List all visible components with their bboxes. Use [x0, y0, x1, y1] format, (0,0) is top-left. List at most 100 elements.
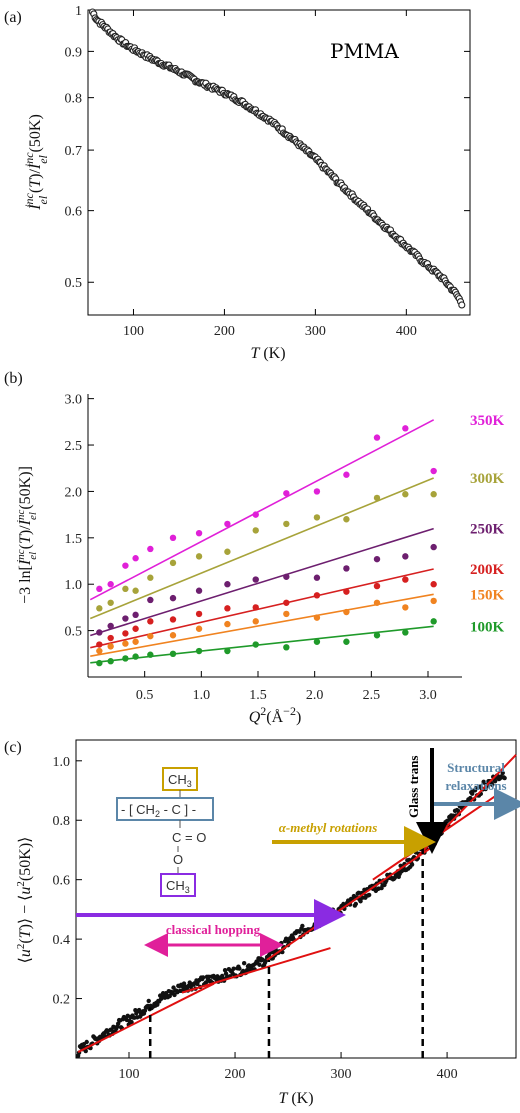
b-point-150K [195, 625, 203, 632]
c-data-point [146, 998, 151, 1004]
b-point-150K [402, 604, 409, 611]
b-point-350K [132, 555, 139, 562]
svg-text:Ielinc(T)/Ielinc(50K): Ielinc(T)/Ielinc(50K) [22, 114, 50, 211]
b-point-100K [147, 651, 154, 658]
b-xtick-label: 2.0 [306, 688, 324, 703]
b-point-250K [195, 587, 203, 594]
c-data-point [115, 1021, 121, 1026]
classical-hopping-label: classical hopping [166, 922, 261, 937]
b-series-label-200K: 200K [470, 562, 505, 578]
c-data-point [500, 770, 505, 776]
c-ytick-label: 0.2 [53, 993, 71, 1008]
c-data-point [84, 1039, 89, 1045]
svg-text:⟨u2(T)⟩ − ⟨u2(50K)⟩: ⟨u2(T)⟩ − ⟨u2(50K)⟩ [15, 837, 34, 964]
b-point-300K [132, 587, 139, 594]
b-point-300K [343, 516, 350, 523]
b-point-150K [147, 632, 154, 640]
c-data-point [279, 940, 284, 946]
molecule-backbone: - [ CH2 - C ] - [121, 802, 196, 819]
b-point-150K [122, 640, 129, 647]
c-data-point [492, 778, 498, 784]
b-point-250K [430, 543, 437, 551]
c-data-point [181, 981, 187, 986]
b-point-150K [252, 618, 259, 625]
b-point-150K [132, 638, 139, 645]
b-ytick-label: 3.0 [65, 393, 83, 408]
b-point-350K [373, 434, 381, 441]
b-point-100K [224, 647, 231, 655]
c-data-point [260, 957, 265, 962]
b-point-350K [122, 562, 129, 569]
c-data-point [257, 962, 262, 967]
c-fit-line [77, 982, 215, 1053]
a-ytick-label: 0.6 [65, 205, 83, 220]
panel-a-ylabel: Ielinc(T)/Ielinc(50K) [22, 114, 50, 211]
c-data-point [455, 808, 461, 813]
b-point-200K [107, 634, 114, 642]
a-xtick-label: 200 [214, 324, 235, 339]
b-point-250K [402, 553, 409, 560]
b-point-100K [313, 638, 321, 645]
panel-a-ticks: 100 200 300 400 0.5 0.6 0.7 0.8 0.9 1 [65, 4, 470, 339]
c-ytick-label: 1.0 [53, 755, 71, 770]
b-point-100K [122, 655, 129, 662]
c-data-point [366, 892, 372, 898]
svg-text:−3 ln[Ielinc(T)/Ielinc(50K)]: −3 ln[Ielinc(T)/Ielinc(50K)] [15, 466, 39, 604]
a-xtick-label: 300 [305, 324, 326, 339]
panel-c-xlabel: T (K) [278, 1090, 313, 1107]
molecule-top: CH3 [168, 772, 192, 789]
c-data-point [136, 1007, 142, 1013]
molecule-carbonyl: C = O [172, 830, 206, 845]
b-point-100K [107, 658, 114, 665]
panel-b-xlabel: Q2(Å−2) [249, 704, 302, 726]
b-point-300K [147, 574, 154, 581]
b-xtick-label: 1.5 [249, 688, 267, 703]
c-data-point [237, 966, 242, 971]
panel-c-frame [75, 739, 517, 1059]
c-data-point [473, 785, 479, 791]
b-series-label-300K: 300K [470, 471, 505, 487]
glass-trans-label: Glass trans [406, 756, 421, 818]
b-point-250K [169, 594, 177, 602]
c-data-point [172, 992, 177, 998]
b-point-200K [402, 576, 409, 583]
b-fit-line-100K [90, 625, 434, 664]
b-point-150K [283, 610, 290, 618]
b-series-label-350K: 350K [470, 413, 505, 429]
c-data-point [502, 775, 507, 781]
b-point-300K [169, 559, 177, 567]
b-point-250K [107, 622, 114, 630]
c-data-point [231, 966, 236, 971]
b-point-200K [430, 581, 437, 588]
b-point-200K [132, 625, 139, 632]
a-ytick-label: 1 [75, 4, 82, 19]
panel-b-series: 350K 300K 250K 200K 150K 100K [89, 413, 505, 667]
b-ytick-label: 1.5 [65, 532, 83, 547]
c-data-point [468, 795, 473, 801]
b-point-250K [373, 555, 381, 563]
b-point-250K [147, 596, 154, 604]
b-fit-line-250K [90, 527, 434, 637]
b-point-350K [169, 534, 177, 542]
panel-a-label: (a) [4, 9, 22, 26]
b-point-200K [96, 641, 103, 648]
b-point-200K [169, 616, 177, 623]
b-point-350K [147, 545, 154, 553]
b-point-300K [96, 605, 103, 612]
a-ytick-label: 0.8 [65, 92, 83, 107]
b-point-100K [252, 641, 259, 648]
c-data-point [155, 1002, 160, 1007]
b-point-300K [122, 585, 129, 593]
b-point-300K [373, 494, 381, 502]
c-data-point [222, 967, 228, 973]
b-xtick-label: 3.0 [419, 688, 437, 703]
b-point-250K [343, 565, 350, 572]
c-xtick-label: 400 [437, 1067, 458, 1082]
c-ytick-label: 0.6 [53, 874, 71, 889]
c-fit-line [181, 947, 331, 994]
c-data-point [315, 918, 320, 923]
b-point-350K [402, 425, 409, 432]
c-data-point [223, 971, 229, 976]
b-point-150K [107, 643, 114, 650]
c-data-point [203, 980, 209, 985]
